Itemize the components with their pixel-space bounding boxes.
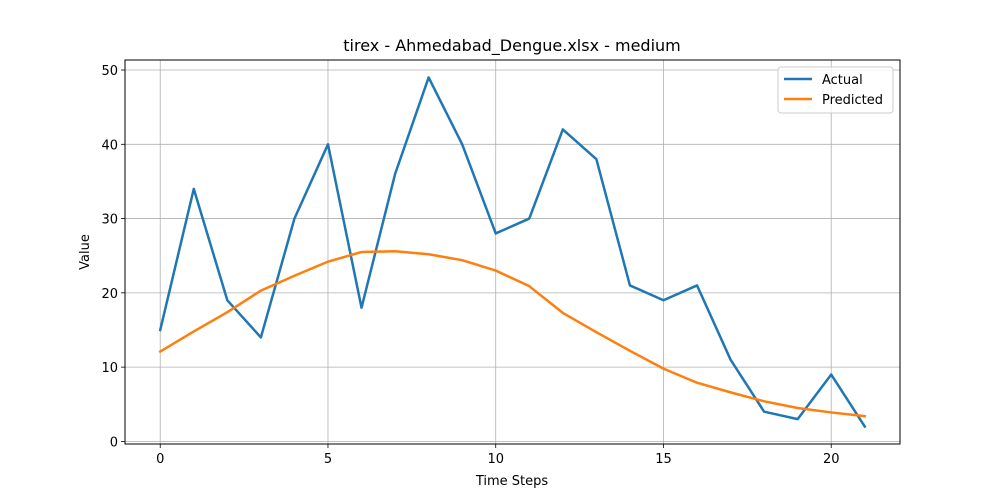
plot-frame bbox=[124, 59, 901, 445]
series-lines bbox=[158, 76, 867, 429]
x-tick-label: 20 bbox=[823, 452, 840, 467]
series-line-actual bbox=[158, 76, 867, 429]
y-tick-label: 0 bbox=[110, 435, 118, 450]
series-line-predicted bbox=[158, 250, 867, 418]
x-axis-title: Time Steps bbox=[475, 474, 549, 489]
legend: Actual Predicted bbox=[777, 66, 894, 114]
y-axis-title: Value bbox=[78, 234, 93, 270]
y-tick-label: 40 bbox=[101, 138, 118, 153]
x-tick-label: 5 bbox=[324, 452, 332, 467]
gridlines bbox=[125, 60, 900, 444]
axis-ticks: 0 5 10 15 20 0 10 20 30 40 50 bbox=[101, 64, 839, 467]
y-tick-label: 50 bbox=[101, 64, 118, 79]
y-tick-label: 10 bbox=[101, 361, 118, 376]
y-tick-label: 20 bbox=[101, 287, 118, 302]
x-tick-label: 10 bbox=[487, 452, 504, 467]
legend-label-predicted: Predicted bbox=[822, 93, 883, 108]
y-tick-label: 30 bbox=[101, 213, 118, 228]
x-tick-label: 15 bbox=[655, 452, 672, 467]
legend-label-actual: Actual bbox=[822, 73, 863, 88]
chart-title: tirex - Ahmedabad_Dengue.xlsx - medium bbox=[343, 36, 680, 56]
x-tick-label: 0 bbox=[156, 452, 164, 467]
